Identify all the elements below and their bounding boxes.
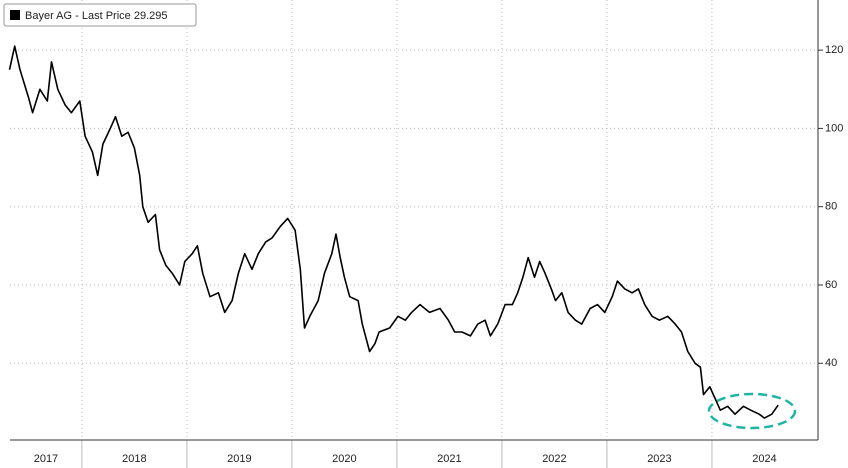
x-tick-label: 2019 [227,453,251,465]
x-tick-label: 2020 [332,453,356,465]
legend-box [3,3,197,27]
x-tick-label: 2017 [34,453,58,465]
y-tick-label: 80 [825,201,837,213]
legend-name: Bayer AG - Last Price [25,10,131,22]
legend: Bayer AG - Last Price 29.295 [3,3,197,27]
x-tick-label: 2021 [437,453,461,465]
y-tick-label: 40 [825,357,837,369]
x-tick-label: 2022 [542,453,566,465]
x-tick-label: 2018 [122,453,146,465]
x-tick-label: 2023 [647,453,671,465]
y-tick-label: 120 [825,44,843,56]
highlight-ellipse [707,392,797,430]
y-tick-label: 100 [825,122,843,134]
legend-label: Bayer AG - Last Price 29.295 [25,10,167,22]
legend-swatch [10,10,20,20]
x-tick-label: 2024 [752,453,776,465]
y-tick-label: 60 [825,279,837,291]
legend-last-value: 29.295 [134,10,168,22]
price-line [8,45,779,419]
